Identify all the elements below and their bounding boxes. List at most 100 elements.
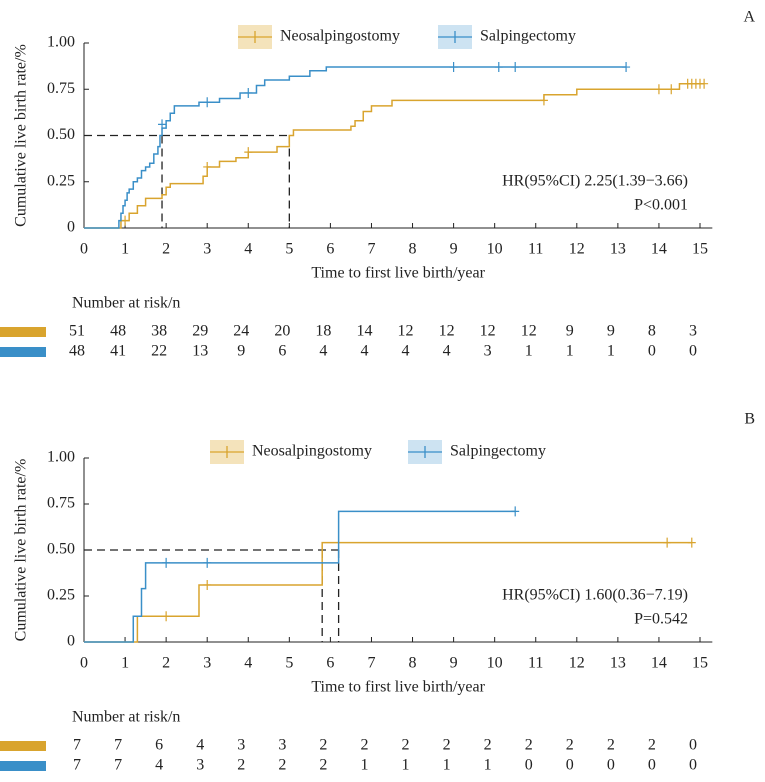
p-value: P<0.001	[634, 197, 688, 214]
censor-mark	[203, 579, 212, 590]
x-tick-label: 6	[326, 655, 334, 672]
x-tick-label: 0	[80, 655, 88, 672]
panel-label: B	[744, 411, 755, 428]
risk-count: 7	[114, 757, 122, 774]
censor-mark	[654, 84, 663, 95]
legend-label: Salpingectomy	[450, 443, 546, 460]
x-tick-label: 4	[244, 655, 252, 672]
risk-count: 2	[278, 757, 286, 774]
x-tick-label: 15	[692, 241, 708, 258]
x-tick-label: 14	[651, 655, 667, 672]
risk-count: 48	[69, 343, 85, 360]
censor-mark	[162, 557, 171, 568]
risk-count: 12	[480, 323, 496, 340]
risk-count: 4	[402, 343, 410, 360]
km-curve	[84, 541, 692, 643]
panel-label: A	[743, 9, 755, 26]
x-tick-label: 10	[487, 241, 503, 258]
censor-mark	[511, 506, 520, 517]
risk-count: 0	[566, 757, 574, 774]
x-tick-label: 5	[285, 655, 293, 672]
y-axis-label: Cumulative live birth rate/%	[13, 459, 30, 642]
risk-count: 0	[607, 757, 615, 774]
risk-count: 3	[278, 737, 286, 754]
panel: B0 1 2 3 4 5 6 7 8 9 10 11 12 13 14 1500.250.500.751.00…	[0, 411, 755, 774]
risk-count: 0	[689, 737, 697, 754]
risk-count: 24	[233, 323, 249, 340]
risk-count: 1	[360, 757, 368, 774]
risk-count: 0	[689, 757, 697, 774]
risk-count: 2	[566, 737, 574, 754]
risk-count: 9	[607, 323, 615, 340]
x-tick-label: 7	[367, 241, 375, 258]
legend-label: Neosalpingostomy	[252, 443, 372, 460]
censor-mark	[158, 119, 167, 130]
risk-count: 9	[566, 323, 574, 340]
y-tick-label: 0	[67, 219, 75, 236]
x-axis-label: Time to first live birth/year	[311, 679, 485, 696]
censor-mark	[663, 537, 672, 548]
risk-count: 1	[525, 343, 533, 360]
risk-count: 4	[196, 737, 204, 754]
censor-mark	[244, 147, 253, 158]
x-tick-label: 4	[244, 241, 252, 258]
censor-mark	[449, 62, 458, 73]
risk-count: 1	[566, 343, 574, 360]
risk-count: 7	[73, 757, 81, 774]
legend-label: Neosalpingostomy	[280, 28, 400, 45]
x-tick-label: 11	[528, 655, 543, 672]
hazard-ratio: HR(95%CI) 2.25(1.39−3.66)	[502, 173, 688, 190]
risk-count: 48	[110, 323, 126, 340]
risk-count: 12	[398, 323, 414, 340]
risk-count: 38	[151, 323, 167, 340]
y-tick-label: 0.25	[47, 587, 75, 604]
censor-mark	[539, 95, 548, 106]
risk-count: 12	[439, 323, 455, 340]
censor-mark	[162, 611, 171, 622]
hazard-ratio: HR(95%CI) 1.60(0.36−7.19)	[502, 587, 688, 604]
risk-count: 3	[237, 737, 245, 754]
risk-count: 1	[607, 343, 615, 360]
x-tick-label: 12	[569, 241, 585, 258]
risk-count: 2	[525, 737, 533, 754]
censor-mark	[203, 161, 212, 172]
risk-count: 22	[151, 343, 167, 360]
panel: A0 1 2 3 4 5 6 7 8 9 10 11 12 13 14 1500.250.500.751.00…	[0, 9, 755, 360]
x-tick-label: 5	[285, 241, 293, 258]
risk-count: 9	[237, 343, 245, 360]
p-value: P=0.542	[634, 611, 688, 628]
y-tick-label: 0.75	[47, 80, 75, 97]
legend-symbol	[210, 446, 244, 458]
censor-mark	[203, 97, 212, 108]
risk-count: 2	[484, 737, 492, 754]
censor-mark	[622, 62, 631, 73]
legend-label: Salpingectomy	[480, 28, 576, 45]
y-tick-label: 0.50	[47, 126, 75, 143]
risk-count: 3	[484, 343, 492, 360]
risk-title: Number at risk/n	[72, 295, 180, 312]
x-tick-label: 0	[80, 241, 88, 258]
censor-mark	[667, 84, 676, 95]
x-tick-label: 8	[409, 241, 417, 258]
risk-count: 0	[525, 757, 533, 774]
risk-count: 4	[443, 343, 451, 360]
risk-count: 2	[319, 757, 327, 774]
y-tick-label: 0.75	[47, 495, 75, 512]
risk-count: 0	[648, 757, 656, 774]
risk-count: 4	[319, 343, 327, 360]
risk-count: 7	[114, 737, 122, 754]
y-tick-label: 0.50	[47, 541, 75, 558]
x-tick-label: 2	[162, 655, 170, 672]
risk-count: 0	[648, 343, 656, 360]
x-tick-label: 8	[409, 655, 417, 672]
y-axis-label: Cumulative live birth rate/%	[13, 44, 30, 227]
risk-count: 6	[278, 343, 286, 360]
x-tick-label: 1	[121, 655, 129, 672]
censor-mark	[244, 87, 253, 98]
risk-count: 2	[319, 737, 327, 754]
censor-mark	[700, 78, 709, 89]
y-tick-label: 0	[67, 633, 75, 650]
x-tick-label: 10	[487, 655, 503, 672]
risk-count: 8	[648, 323, 656, 340]
